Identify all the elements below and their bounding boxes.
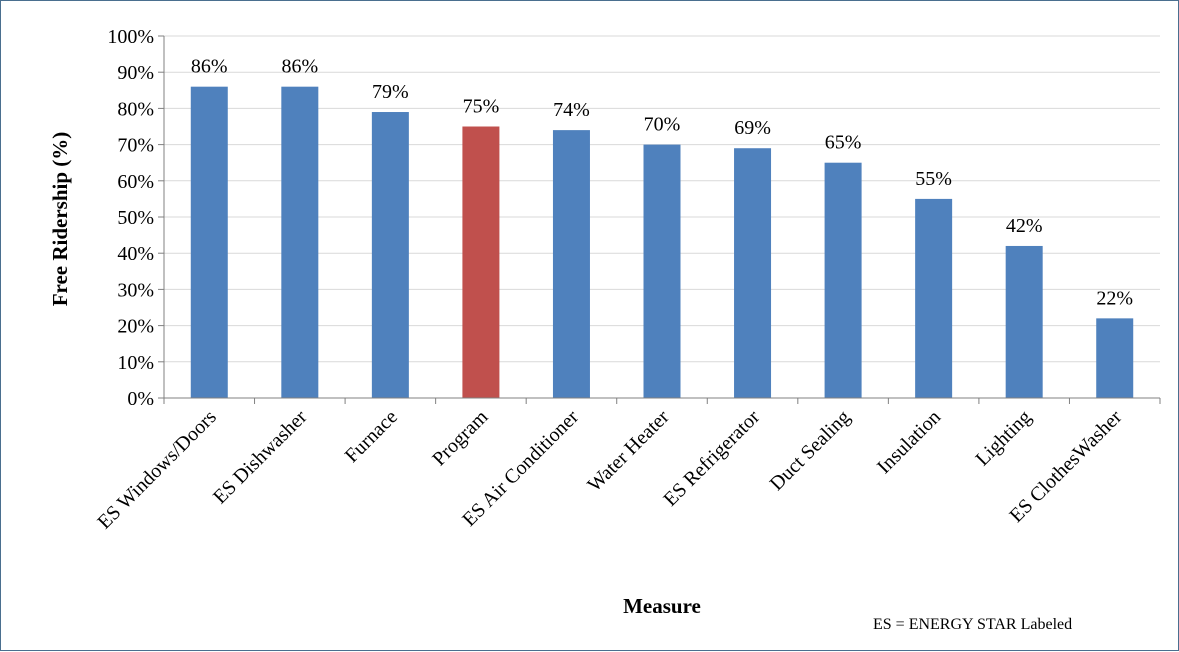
x-tick-label: Insulation [873,406,945,478]
bar [190,86,228,399]
x-tick-label: Duct Sealing [766,406,855,495]
x-tick-label: ES Refrigerator [659,406,764,511]
data-label: 86% [191,56,228,78]
data-label: 79% [372,81,409,103]
data-label: 86% [281,56,318,78]
bar [824,162,862,398]
bar [643,144,681,398]
y-tick-label: 70% [117,135,154,157]
y-tick-label: 10% [117,352,154,374]
y-tick-label: 30% [117,279,154,301]
y-tick-label: 40% [117,243,154,265]
y-axis-title: Free Ridership (%) [48,132,72,307]
bar [734,148,772,398]
y-tick-label: 20% [117,316,154,338]
y-tick-label: 0% [127,388,154,410]
bar [1096,318,1134,398]
data-label: 74% [553,99,590,121]
axes [158,35,1161,404]
data-label: 65% [825,132,862,154]
bar [462,126,500,398]
data-label: 69% [734,117,771,139]
bars [190,86,1134,399]
bar [371,112,409,399]
bar [915,198,953,398]
x-tick-label: Lighting [971,406,1035,470]
y-tick-label: 50% [117,207,154,229]
bar [1005,245,1043,398]
data-label: 55% [915,168,952,190]
bar [281,86,319,399]
data-label: 42% [1006,215,1043,237]
x-tick-label: ES Windows/Doors [93,406,221,534]
footnote: ES = ENERGY STAR Labeled [873,616,1072,633]
y-tick-label: 80% [117,98,154,120]
bar [552,130,590,398]
x-tick-label: ES Dishwasher [209,406,312,509]
data-label: 75% [463,96,500,118]
x-tick-label: Program [428,406,493,471]
data-label: 70% [644,114,681,136]
y-tick-label: 60% [117,171,154,193]
data-label: 22% [1096,287,1133,309]
y-tick-labels: 0% 10% 20% 30% 40% 50% 60% 70% 80% 90% 100% [107,26,154,410]
y-tick-label: 100% [107,26,154,48]
data-labels: 86% 86% 79% 75% 74% 70% 69% 65% 55% 42% 22% [191,56,1133,310]
x-tick-label: Water Heater [583,406,673,496]
x-tick-label: Furnace [341,406,402,467]
x-axis-title: Measure [623,594,701,618]
y-tick-label: 90% [117,62,154,84]
